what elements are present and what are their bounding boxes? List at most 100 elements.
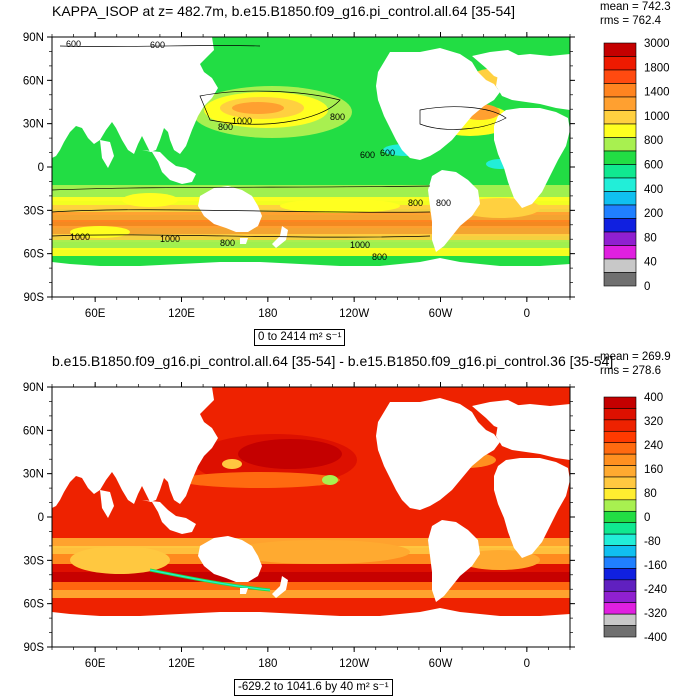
colorbar-swatch — [603, 465, 637, 478]
colorbar-swatch — [603, 613, 637, 626]
stat-mean: mean = 742.3 — [600, 1, 671, 13]
stat-rms: rms = 762.4 — [600, 15, 662, 27]
land-namerica — [376, 398, 500, 510]
colorbar-label: 1800 — [644, 62, 670, 74]
x-tick-label: 180 — [258, 658, 277, 670]
contour-label: 600 — [360, 150, 375, 160]
contour-label: 600 — [380, 148, 395, 158]
colorbar-swatch — [603, 476, 637, 489]
colorbar-swatch — [603, 110, 637, 125]
colorbar: 400 320 240 160 80 0 -80 -160 -240 -320 -400 — [603, 392, 667, 644]
land-tasmania — [240, 238, 248, 244]
colorbar-swatch — [603, 177, 637, 192]
x-tick-label: 120E — [168, 658, 195, 670]
map-field — [52, 387, 570, 647]
y-tick-label: 90N — [23, 382, 44, 394]
colorbar-swatch — [603, 419, 637, 432]
x-tick-label: 0 — [524, 308, 530, 320]
contour-label: 800 — [408, 198, 423, 208]
y-tick-label: 30N — [23, 469, 44, 481]
colorbar-label: 800 — [644, 135, 663, 147]
y-tick-label: 90S — [24, 292, 45, 304]
land-europe — [496, 404, 570, 460]
colorbar-swatch — [603, 625, 637, 638]
colorbar-label: 400 — [644, 392, 663, 404]
colorbar-swatch — [603, 442, 637, 455]
colorbar-label: 80 — [644, 488, 657, 500]
colorbar-swatch — [603, 42, 637, 57]
x-tick-label: 180 — [258, 308, 277, 320]
colorbar-label: 600 — [644, 160, 663, 172]
x-tick-label: 120E — [168, 308, 195, 320]
colorbar-swatch — [603, 488, 637, 501]
land-samerica — [428, 170, 480, 252]
colorbar-swatch — [603, 69, 637, 84]
contour-label: 800 — [330, 112, 345, 122]
colorbar-label: 400 — [644, 184, 663, 196]
land-seAsia — [142, 500, 196, 534]
colorbar-label: -400 — [644, 632, 667, 644]
contour-label: 800 — [218, 122, 233, 132]
contour-label: 1000 — [160, 234, 180, 244]
colorbar-swatch — [603, 123, 637, 138]
x-tick-label: 60E — [85, 658, 106, 670]
colorbar-swatch — [603, 545, 637, 558]
land-nz — [272, 226, 288, 248]
colorbar-label: 40 — [644, 257, 657, 269]
contour-label: 1000 — [232, 116, 252, 126]
colorbar-label: -320 — [644, 608, 667, 620]
colorbar-label: 200 — [644, 208, 663, 220]
colorbar-swatch — [603, 453, 637, 466]
colorbar-swatch — [603, 231, 637, 246]
land-samerica — [428, 520, 480, 602]
land-europe — [496, 54, 570, 110]
land-africa — [494, 458, 570, 558]
colorbar-swatch — [603, 258, 637, 273]
colorbar-swatch — [603, 56, 637, 71]
y-tick-label: 90N — [23, 32, 44, 44]
colorbar-swatch — [603, 602, 637, 615]
colorbar-label: -240 — [644, 584, 667, 596]
contour-label: 800 — [372, 252, 387, 262]
colorbar-swatch — [603, 204, 637, 219]
colorbar-label: -80 — [644, 536, 661, 548]
map-axes: 60E 120E 180 120W 60W 0 90N 60N 30N 0 30S 60S 90S — [23, 382, 575, 670]
contour-label: 1000 — [70, 232, 90, 242]
colorbar-swatch — [603, 272, 637, 287]
colorbar-swatch — [603, 408, 637, 421]
range-label: 0 to 2414 m² s⁻¹ — [254, 329, 346, 346]
colorbar-swatch — [603, 164, 637, 179]
chart-title: b.e15.B1850.f09_g16.pi_control.all.64 [3… — [52, 353, 614, 369]
colorbar-swatch — [603, 137, 637, 152]
y-tick-label: 30S — [24, 555, 45, 567]
colorbar-label: 1000 — [644, 111, 670, 123]
colorbar-label: 1400 — [644, 87, 670, 99]
colorbar-swatch — [603, 83, 637, 98]
range-label: -629.2 to 1041.6 by 40 m² s⁻¹ — [234, 679, 393, 696]
contour-label: 1000 — [350, 240, 370, 250]
land-nz — [272, 576, 288, 598]
colorbar-label: -160 — [644, 560, 667, 572]
panel-kappa-isop: KAPPA_ISOP at z= 482.7m, b.e15.B1850.f09… — [23, 1, 671, 346]
stats-box: mean = 269.9 rms = 278.6 — [600, 350, 671, 378]
land-asiaEdge — [52, 387, 218, 508]
land-africa — [494, 108, 570, 208]
chart-title: KAPPA_ISOP at z= 482.7m, b.e15.B1850.f09… — [52, 3, 515, 19]
colorbar-label: 0 — [644, 512, 650, 524]
map-plot: 60E 120E 180 120W 60W 0 90N 60N 30N 0 30S 60S 90S 40… — [23, 382, 667, 670]
colorbar-swatch — [603, 396, 637, 409]
colorbar-swatch — [603, 590, 637, 604]
panel-difference: b.e15.B1850.f09_g16.pi_control.all.64 [3… — [0, 350, 700, 700]
land-tasmania — [240, 588, 248, 594]
colorbar-swatch — [603, 150, 637, 165]
colorbar-label: 80 — [644, 232, 657, 244]
colorbar-label: 240 — [644, 440, 663, 452]
colorbar-swatch — [603, 579, 637, 592]
x-tick-label: 120W — [339, 308, 369, 320]
x-tick-label: 0 — [524, 658, 530, 670]
contour-label: 600 — [150, 40, 165, 50]
contour-label: 800 — [436, 198, 451, 208]
contour-label: 800 — [220, 238, 235, 248]
